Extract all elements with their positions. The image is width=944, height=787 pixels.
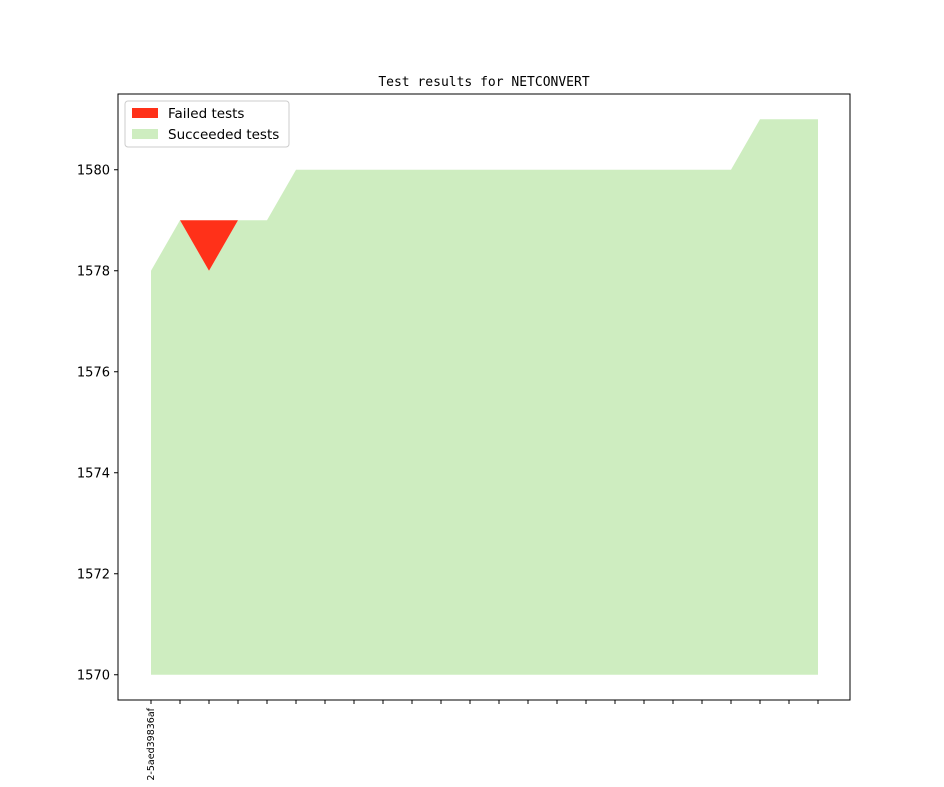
- y-tick-label: 1570: [77, 668, 110, 683]
- series-layer: [151, 119, 818, 675]
- legend-swatch-succeeded: [132, 129, 158, 139]
- legend-label-succeeded: Succeeded tests: [168, 127, 279, 143]
- y-tick-label: 1580: [77, 163, 110, 178]
- y-tick-label: 1576: [77, 365, 110, 380]
- legend-label-failed: Failed tests: [168, 106, 244, 122]
- legend: Failed tests Succeeded tests: [124, 100, 290, 148]
- y-tick-label: 1572: [77, 567, 110, 582]
- y-tick-label: 1578: [77, 264, 110, 279]
- x-tick-label: 2-5aed39836af: [146, 707, 157, 780]
- x-axis: 2-5aed39836af: [146, 700, 819, 781]
- plot-frame: [117, 93, 851, 701]
- area-succeeded-tests: [151, 119, 818, 675]
- y-axis: 1570 1572 1574 1576 1578 1580: [77, 163, 118, 683]
- y-tick-label: 1574: [77, 466, 110, 481]
- chart-title: Test results for NETCONVERT: [378, 75, 589, 90]
- legend-swatch-failed: [132, 108, 158, 118]
- legend-box: [124, 100, 290, 148]
- area-failed-tests: [151, 119, 818, 271]
